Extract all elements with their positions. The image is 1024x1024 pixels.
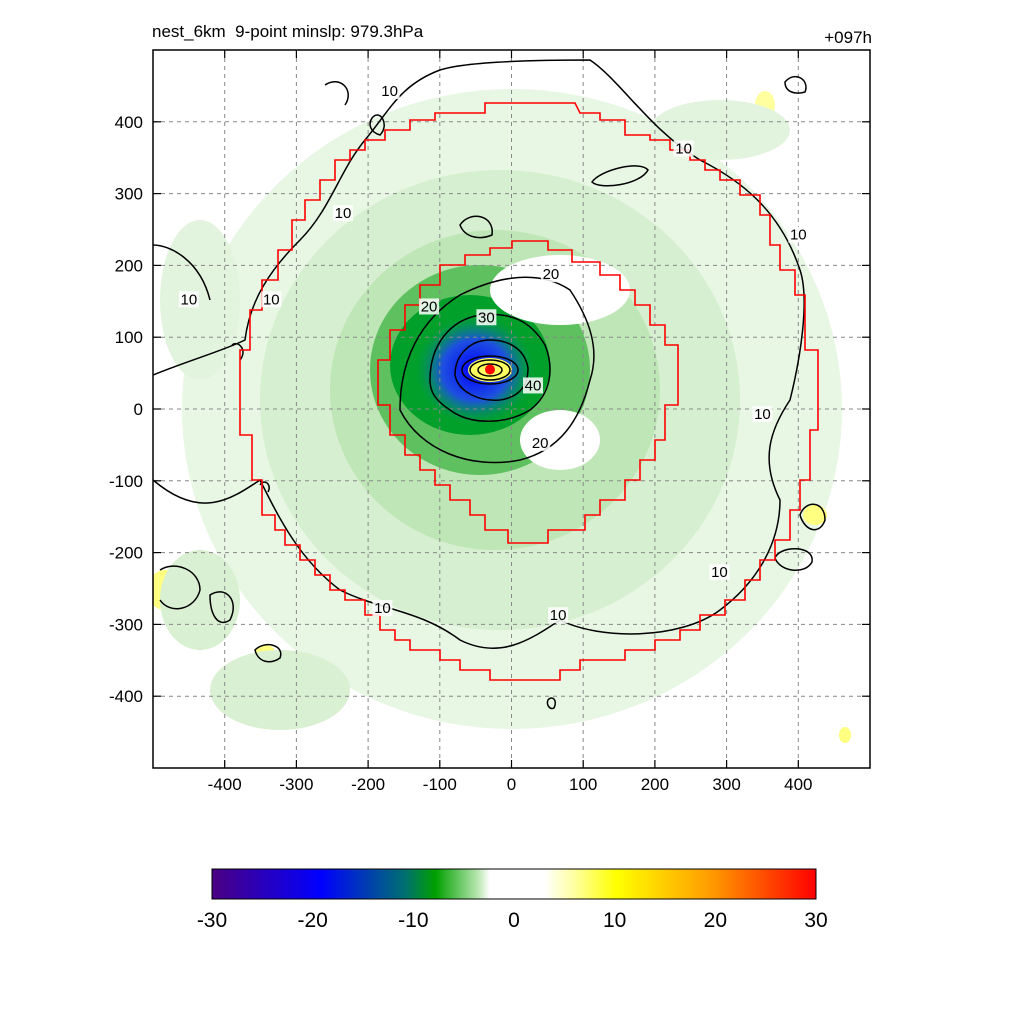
contour-label: 10 (381, 83, 398, 100)
storm-center-marker (484, 364, 495, 375)
contour-label: 20 (421, 298, 438, 315)
contour-label-bg (333, 205, 354, 222)
contour-label-bg (548, 607, 569, 624)
contour-10 (153, 59, 805, 649)
colorbar-tick-label: -30 (197, 909, 227, 932)
contour-label: 10 (754, 406, 771, 423)
chart-title-right: +097h (824, 28, 872, 47)
y-tick-label: 200 (115, 256, 143, 275)
x-tick-label: 400 (784, 775, 812, 794)
y-tick-label: -400 (109, 687, 143, 706)
contour-label-bg (673, 140, 694, 157)
x-tick-label: -200 (351, 775, 385, 794)
contour-label-bg (523, 377, 544, 394)
colorbar-labels: -30 -20 -10 0 10 20 30 (197, 909, 828, 932)
contour-label-bg (261, 291, 282, 308)
contour-label: 10 (335, 205, 352, 222)
contour-label-bg (709, 564, 730, 581)
colorbar-tick-label: -10 (398, 909, 428, 932)
colorbar (211, 868, 817, 900)
colorbar-tick-label: 20 (704, 909, 727, 932)
contour-40 (454, 339, 529, 401)
x-tick-label: 0 (507, 775, 516, 794)
y-tick-label: -100 (109, 472, 143, 491)
contour-label: 10 (675, 141, 692, 158)
inner-boundary (377, 240, 679, 544)
contour-label: 20 (543, 266, 560, 283)
x-tick-label: 100 (569, 775, 597, 794)
contour-label-bg (752, 406, 773, 423)
y-tick-label: 300 (115, 185, 143, 204)
contour-30 (429, 313, 551, 422)
colorbar-tick-label: 0 (508, 909, 520, 932)
colorbar-tick-label: 10 (603, 909, 626, 932)
contour-label: 30 (478, 309, 495, 326)
contour-label: 10 (711, 564, 728, 581)
contour-label-bg (178, 291, 199, 308)
contour-label-bg (379, 83, 400, 100)
contour-label: 10 (263, 291, 280, 308)
contour-labels: 10 10 10 10 10 10 10 10 10 10 20 20 20 30 40 (178, 83, 809, 624)
y-tick-label: 100 (115, 328, 143, 347)
contour-label-bg (540, 266, 561, 283)
x-tick-label: 200 (641, 775, 669, 794)
contour-label: 10 (550, 607, 567, 624)
x-tick-label: 300 (712, 775, 740, 794)
contour-label-bg (530, 434, 551, 451)
contour-label-bg (788, 226, 809, 243)
contour-label: 10 (790, 227, 807, 244)
x-tick-label: -100 (423, 775, 457, 794)
y-tick-label: 400 (115, 113, 143, 132)
contour-label-bg (476, 309, 497, 326)
y-tick-label: -200 (109, 544, 143, 563)
contour-label: 20 (532, 435, 549, 452)
outer-boundary (239, 102, 819, 681)
domain-boundaries (239, 102, 819, 681)
contour-label-bg (372, 600, 393, 617)
x-tick-label: -300 (279, 775, 313, 794)
colorbar-tick-label: -20 (297, 909, 327, 932)
x-tick-label: -400 (208, 775, 242, 794)
contour-20 (399, 276, 595, 464)
contour-label: 10 (374, 600, 391, 617)
contour-label: 10 (181, 291, 198, 308)
contour-label-bg (419, 298, 440, 315)
colorbar-tick-label: 30 (804, 909, 827, 932)
chart-title-left: nest_6km 9-point minslp: 979.3hPa (152, 22, 424, 41)
y-tick-label: 0 (134, 400, 143, 419)
y-tick-label: -300 (109, 615, 143, 634)
contour-lines (153, 59, 826, 710)
contour-label: 40 (525, 377, 542, 394)
axes: -400 -300 -200 -100 0 100 200 300 40040030020010… (109, 50, 870, 794)
